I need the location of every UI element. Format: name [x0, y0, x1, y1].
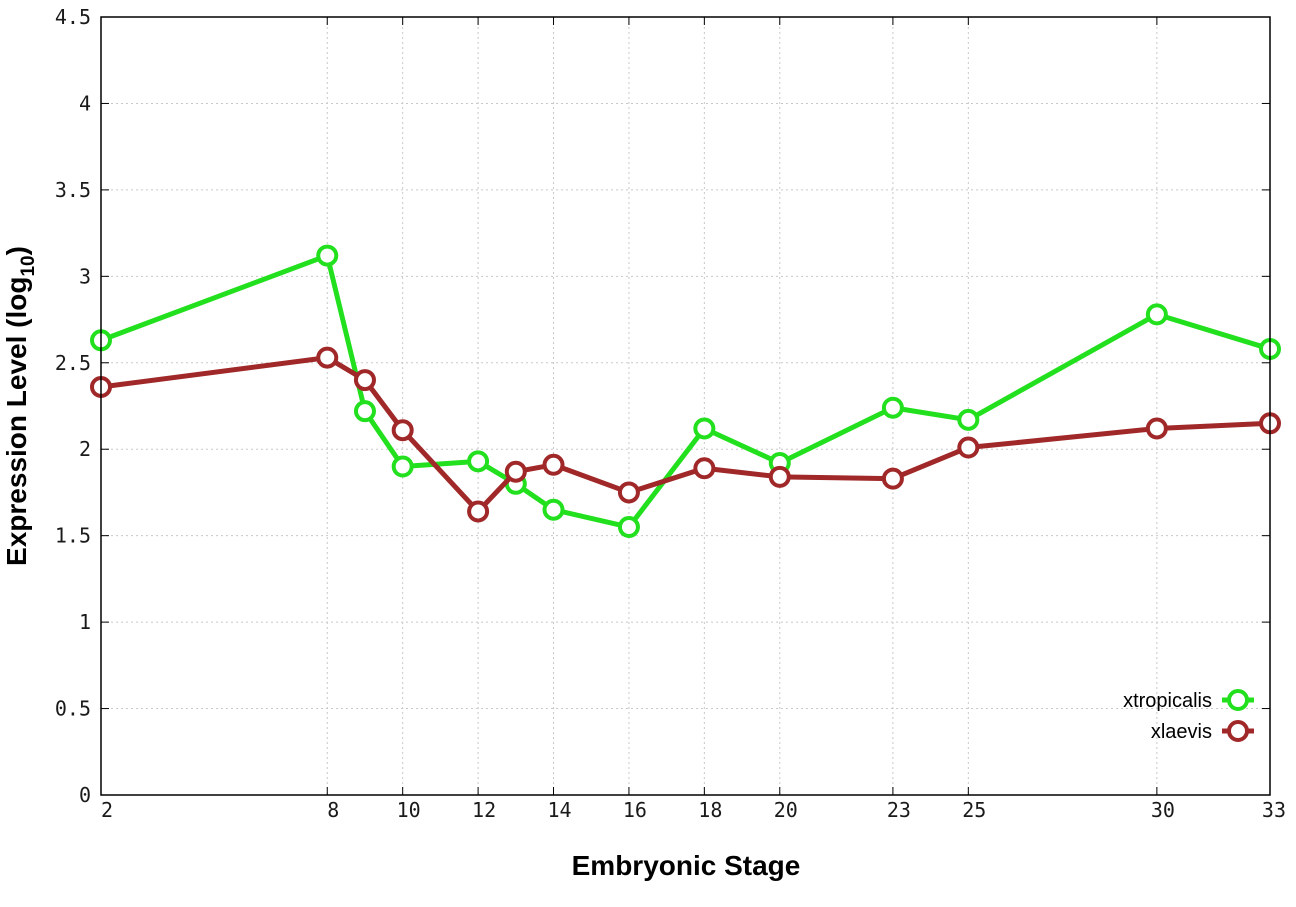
- y-tick-label: 0: [79, 783, 91, 807]
- x-axis-title: Embryonic Stage: [572, 850, 801, 881]
- data-point: [1145, 417, 1168, 440]
- y-axis-title: Expression Level (log10): [1, 246, 39, 566]
- y-tick-label: 2: [79, 437, 91, 461]
- data-point: [768, 465, 791, 488]
- data-point: [693, 457, 716, 480]
- y-axis: 0 0.5 1 1.5 2 2.5 3 3.5 4 4.5: [55, 5, 1270, 807]
- y-tick-label: 3: [79, 264, 91, 288]
- y-tick-label: 2.5: [55, 351, 91, 375]
- legend-item-xlaevis: xlaevis: [1151, 720, 1254, 743]
- legend-marker: [1227, 720, 1249, 742]
- x-tick-label: 23: [887, 798, 911, 822]
- data-point: [391, 455, 414, 478]
- series-line: [100, 355, 1271, 514]
- data-point: [467, 500, 490, 523]
- data-point: [353, 369, 376, 392]
- data-point: [693, 417, 716, 440]
- legend: xtropicalis xlaevis: [1123, 689, 1254, 743]
- y-axis-title-main: Expression Level (log: [1, 277, 32, 566]
- x-tick-label: 18: [698, 798, 722, 822]
- x-tick-label: 25: [962, 798, 986, 822]
- data-point: [1145, 303, 1168, 326]
- data-point: [316, 346, 339, 369]
- data-point: [542, 498, 565, 521]
- y-tick-label: 1: [79, 610, 91, 634]
- legend-item-xtropicalis: xtropicalis: [1123, 689, 1254, 712]
- legend-label: xlaevis: [1151, 721, 1212, 743]
- x-tick-label: 16: [623, 798, 647, 822]
- series-layer: [90, 244, 1281, 539]
- legend-marker: [1227, 689, 1249, 711]
- y-tick-label: 3.5: [55, 178, 91, 202]
- y-tick-label: 1.5: [55, 524, 91, 548]
- data-point: [957, 408, 980, 431]
- data-point: [542, 453, 565, 476]
- x-tick-label: 33: [1262, 798, 1286, 822]
- data-point: [881, 396, 904, 419]
- x-tick-label: 10: [397, 798, 421, 822]
- data-point: [957, 436, 980, 459]
- x-tick-label: 20: [774, 798, 798, 822]
- y-axis-title-subscript: 10: [18, 255, 39, 276]
- grid: [101, 17, 1270, 795]
- y-tick-label: 0.5: [55, 697, 91, 721]
- x-tick-label: 12: [472, 798, 496, 822]
- data-point: [353, 400, 376, 423]
- series-xtropicalis: [90, 244, 1281, 539]
- x-axis: 2 8 10 12 14 16 18 20 23 25 30 33: [100, 17, 1286, 822]
- data-point: [881, 467, 904, 490]
- x-tick-label: 2: [101, 798, 113, 822]
- data-point: [504, 460, 527, 483]
- legend-label: xtropicalis: [1123, 690, 1212, 712]
- data-point: [617, 481, 640, 504]
- y-axis-title-suffix: ): [1, 246, 32, 255]
- y-tick-label: 4: [79, 91, 91, 115]
- x-tick-label: 14: [547, 798, 571, 822]
- series-line: [100, 253, 1271, 530]
- data-point: [467, 450, 490, 473]
- x-tick-label: 30: [1151, 798, 1175, 822]
- data-point: [316, 244, 339, 267]
- data-point: [391, 419, 414, 442]
- plot-frame: [100, 16, 1271, 796]
- y-tick-label: 4.5: [55, 5, 91, 29]
- series-xlaevis: [90, 346, 1281, 523]
- data-point: [617, 516, 640, 539]
- x-tick-label: 8: [327, 798, 339, 822]
